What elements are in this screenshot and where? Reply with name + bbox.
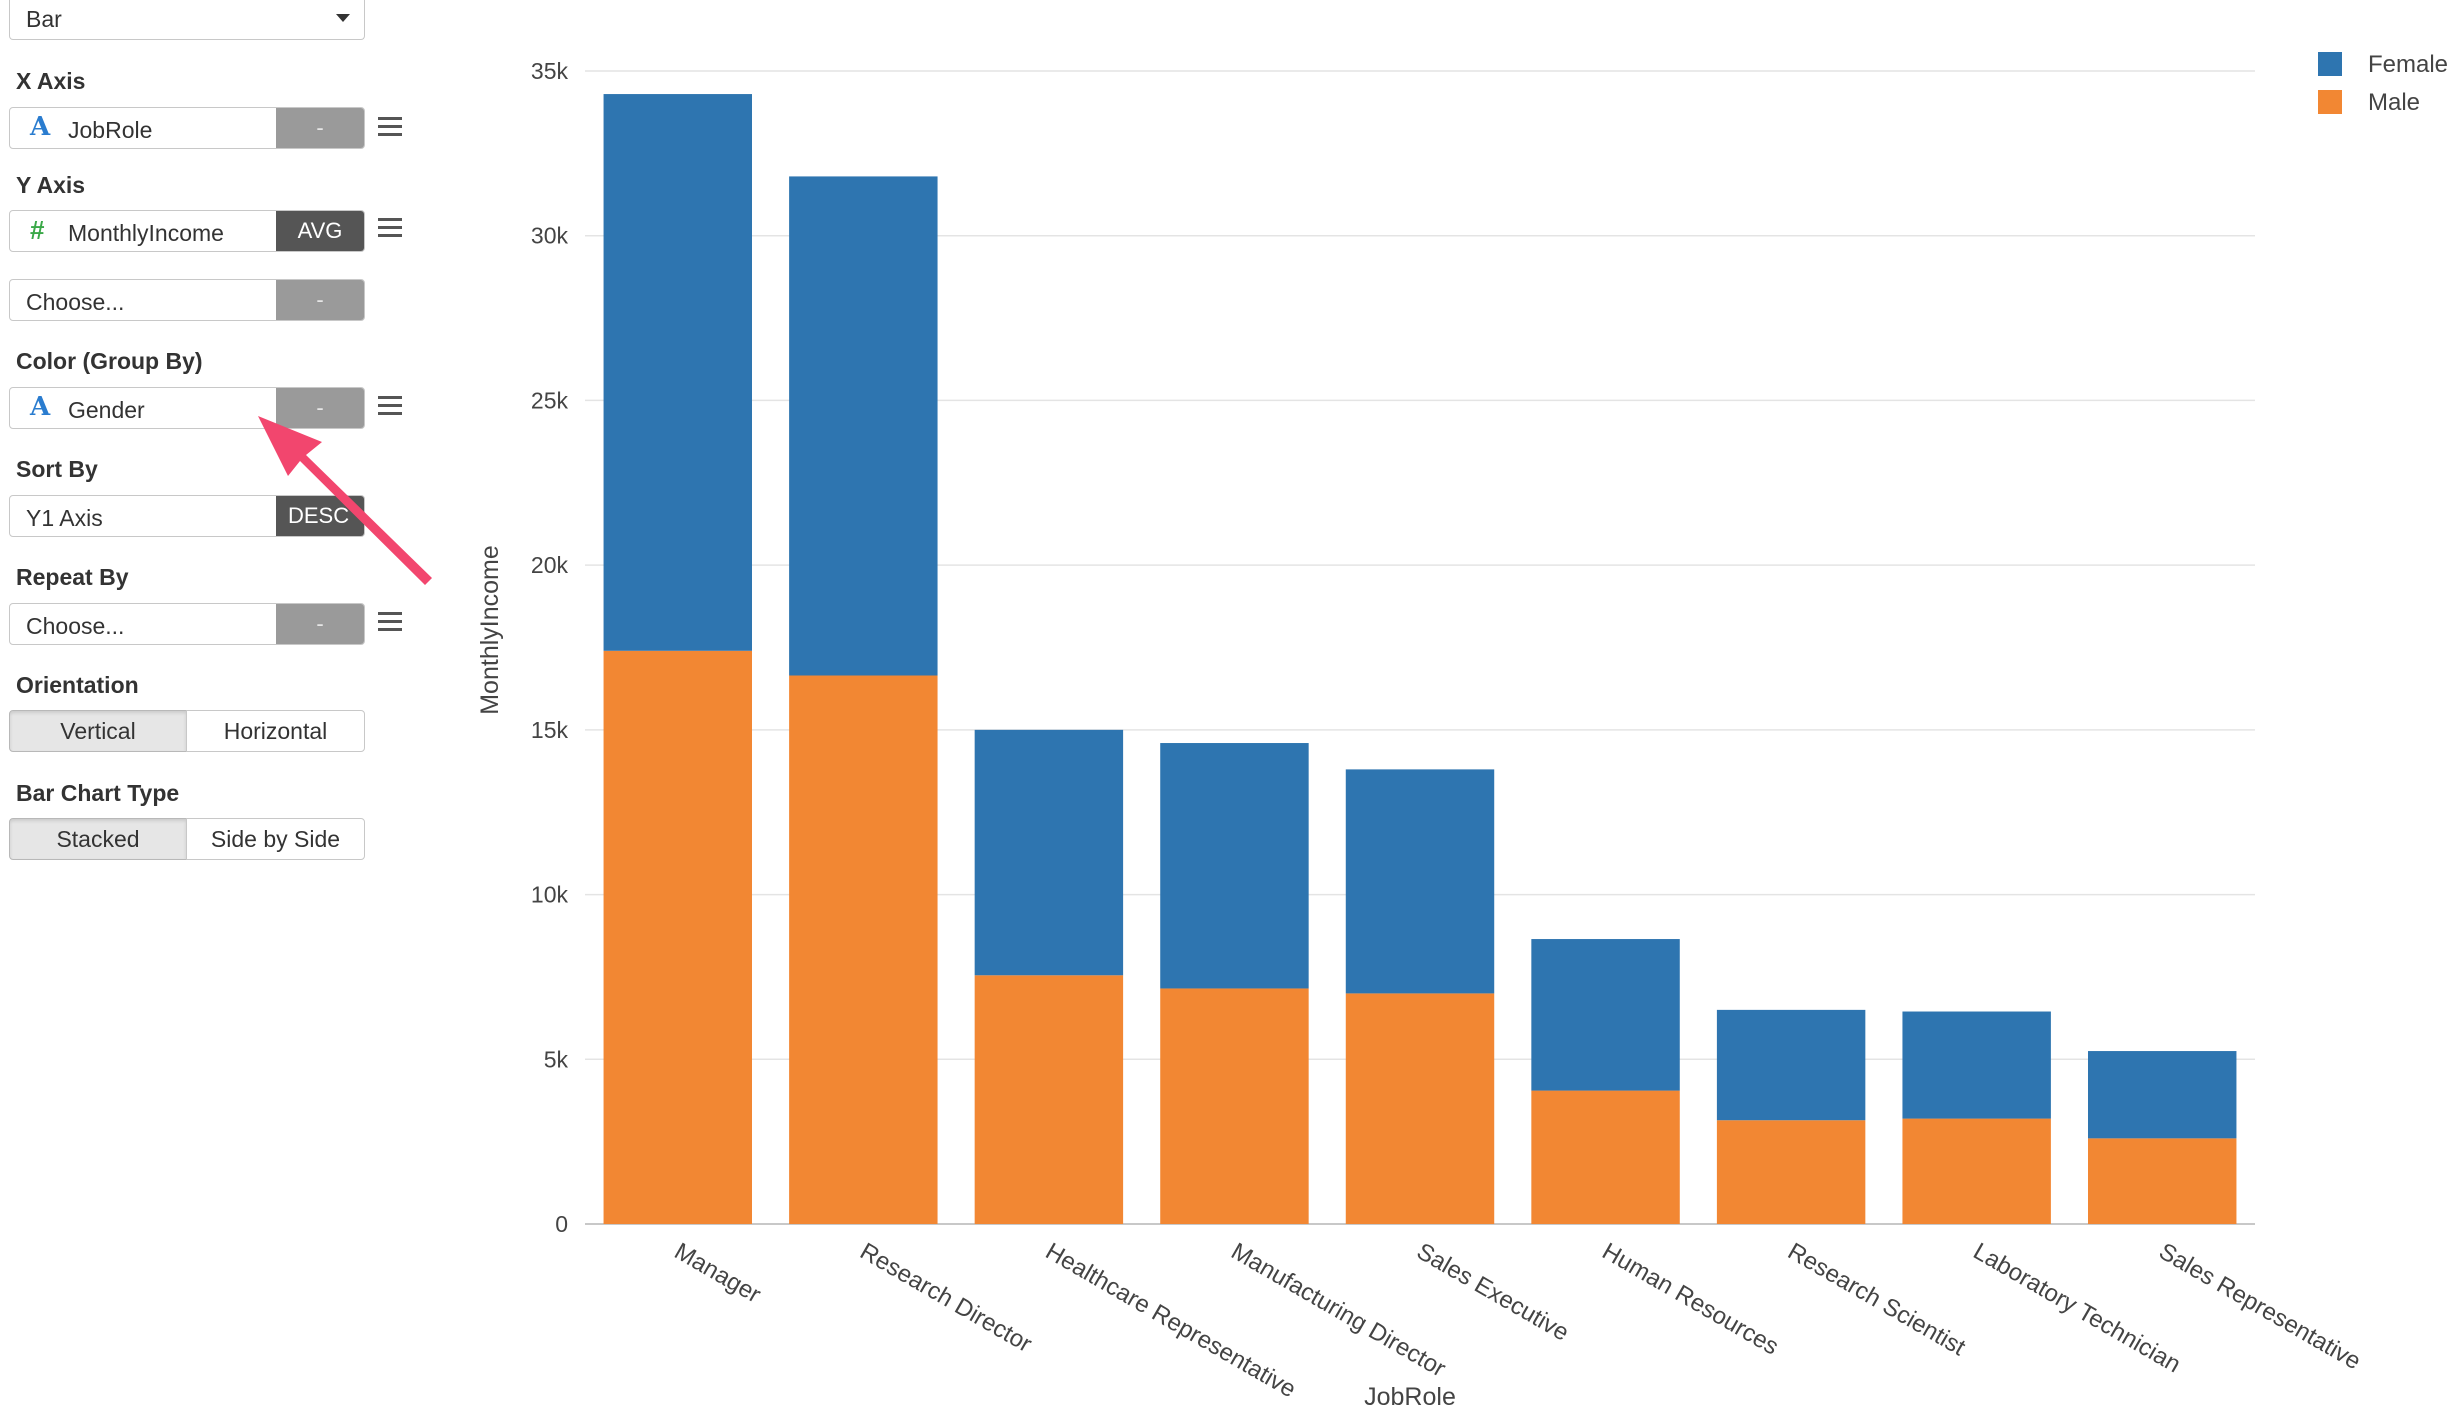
annotation-arrow-shape (258, 416, 432, 585)
text-type-icon: A (30, 112, 51, 142)
legend-label-male: Male (2368, 89, 2420, 116)
stacked-button[interactable]: Stacked (9, 818, 187, 860)
bar-segment-male (603, 650, 752, 1224)
y-axis-aggregation[interactable]: AVG (276, 211, 364, 251)
y2-axis-placeholder: Choose... (26, 289, 125, 315)
legend-label-female: Female (2368, 51, 2448, 78)
orientation-label: Orientation (16, 672, 139, 698)
y-axis-title: MonthlyIncome (476, 545, 504, 715)
chart-type-value: Bar (26, 6, 62, 32)
y2-axis-aggregation[interactable]: - (276, 280, 364, 320)
y-axis-label: Y Axis (16, 172, 86, 198)
y-axis-menu-icon[interactable] (378, 218, 402, 238)
repeat-aggregation[interactable]: - (276, 604, 364, 644)
bar-segment-male (974, 975, 1124, 1224)
x-axis-field[interactable]: A JobRole - (9, 107, 365, 149)
bar-segment-male (1531, 1090, 1680, 1224)
y-tick-label: 25k (531, 387, 569, 413)
y2-axis-field[interactable]: Choose... - (9, 279, 365, 321)
color-field-name: Gender (68, 397, 145, 423)
sort-by-label: Sort By (16, 456, 98, 482)
color-aggregation[interactable]: - (276, 388, 364, 428)
bar-segment-male (1902, 1118, 2051, 1224)
chevron-down-icon (336, 14, 350, 22)
bar-segment-female (1902, 1011, 2051, 1119)
number-type-icon: # (30, 215, 45, 245)
repeat-field[interactable]: Choose... - (9, 603, 365, 645)
side-by-side-button[interactable]: Side by Side (186, 818, 365, 860)
x-axis-menu-icon[interactable] (378, 117, 402, 137)
bar-chart-type-label: Bar Chart Type (16, 780, 180, 806)
repeat-placeholder: Choose... (26, 613, 125, 639)
bar-segment-male (1345, 993, 1495, 1224)
orientation-horizontal-button[interactable]: Horizontal (186, 710, 365, 752)
y-tick-label: 20k (531, 552, 569, 578)
y-tick-label: 0 (555, 1211, 568, 1237)
y-tick-label: 15k (531, 717, 569, 743)
bar-segment-female (789, 176, 938, 676)
text-type-icon: A (30, 392, 51, 422)
y-tick-label: 35k (531, 58, 569, 84)
bar-segment-female (1716, 1009, 1866, 1121)
bar-segment-female (1160, 743, 1309, 989)
chart-type-select[interactable]: Bar (9, 0, 365, 40)
repeat-by-label: Repeat By (16, 564, 129, 590)
y-tick-label: 5k (544, 1046, 569, 1072)
y-axis-field-name: MonthlyIncome (68, 220, 224, 246)
orientation-toggle: Vertical Horizontal (9, 710, 365, 752)
bar-segment-male (789, 675, 938, 1224)
legend-swatch-male (2318, 90, 2342, 114)
x-axis-title: JobRole (1364, 1383, 1456, 1411)
x-axis-aggregation[interactable]: - (276, 108, 364, 148)
chart-settings-panel: Bar X Axis A JobRole - Y Axis # MonthlyI… (0, 0, 440, 1418)
color-menu-icon[interactable] (378, 396, 402, 416)
sort-field-name: Y1 Axis (26, 505, 103, 531)
x-axis-field-name: JobRole (68, 117, 153, 143)
sort-field[interactable]: Y1 Axis DESC (9, 495, 365, 537)
color-field[interactable]: A Gender - (9, 387, 365, 429)
bar-segment-female (2088, 1051, 2237, 1139)
bar-segment-male (2088, 1138, 2237, 1224)
y-axis-field[interactable]: # MonthlyIncome AVG (9, 210, 365, 252)
y-tick-label: 10k (531, 882, 569, 908)
bar-segment-female (603, 94, 752, 651)
legend-swatch-female (2318, 52, 2342, 76)
bar-chart-type-toggle: Stacked Side by Side (9, 818, 365, 860)
orientation-vertical-button[interactable]: Vertical (9, 710, 187, 752)
y-tick-label: 30k (531, 223, 569, 249)
color-group-label: Color (Group By) (16, 348, 203, 374)
repeat-menu-icon[interactable] (378, 612, 402, 632)
bar-segment-female (974, 729, 1124, 976)
x-axis-label: X Axis (16, 68, 86, 94)
bar-segment-male (1716, 1120, 1866, 1224)
bar-segment-male (1160, 988, 1309, 1224)
bar-segment-female (1345, 769, 1495, 994)
bar-segment-female (1531, 939, 1680, 1091)
